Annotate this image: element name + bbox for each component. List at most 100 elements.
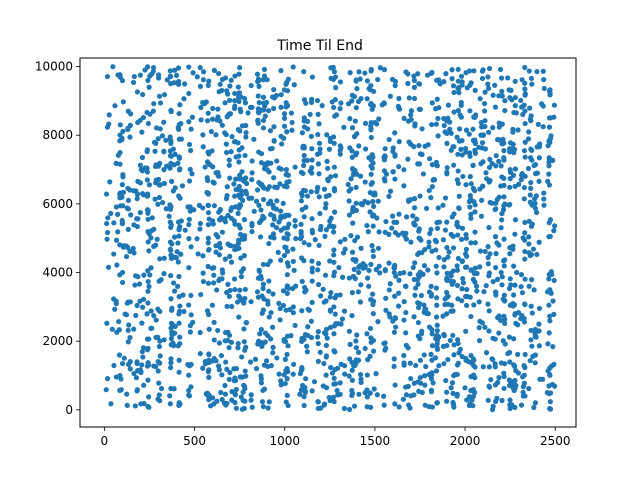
data-point [224, 366, 230, 372]
data-point [256, 268, 263, 275]
data-point [323, 354, 329, 360]
data-point [328, 364, 334, 371]
data-point [547, 365, 553, 371]
data-point [168, 296, 174, 302]
data-point [124, 402, 130, 408]
data-point [258, 207, 264, 213]
data-point [117, 122, 123, 128]
data-point [181, 308, 187, 315]
data-point [386, 231, 392, 237]
data-point [541, 202, 547, 208]
data-point [146, 283, 152, 290]
data-point [240, 389, 246, 395]
data-point [512, 103, 518, 109]
data-point [196, 202, 202, 208]
data-point [178, 218, 184, 224]
data-point [161, 119, 167, 125]
data-point [186, 393, 193, 399]
data-point [493, 265, 499, 271]
data-point [139, 154, 145, 161]
data-point [522, 248, 528, 255]
data-point [434, 302, 440, 308]
data-point [459, 286, 465, 292]
data-point [132, 403, 138, 409]
data-point [338, 100, 344, 106]
data-point [444, 289, 450, 296]
data-point [227, 253, 233, 259]
data-point [405, 80, 411, 87]
data-point [217, 245, 224, 251]
data-point [364, 394, 370, 400]
data-point [451, 109, 457, 115]
data-point [416, 304, 422, 311]
data-point [548, 133, 554, 139]
data-point [391, 264, 397, 271]
data-point [332, 97, 338, 103]
data-point [142, 165, 148, 171]
data-point [486, 224, 492, 231]
data-point [351, 266, 357, 273]
data-point [486, 65, 493, 72]
data-point [117, 387, 123, 393]
data-point [186, 302, 192, 308]
data-point [173, 254, 179, 261]
data-point [309, 230, 316, 236]
data-point [521, 319, 528, 325]
data-point [309, 265, 315, 271]
data-point [463, 182, 469, 188]
data-point [273, 206, 279, 212]
data-point [281, 115, 288, 122]
data-point [211, 337, 217, 343]
data-point [169, 178, 175, 184]
data-point [391, 329, 398, 335]
data-point [237, 287, 243, 293]
data-point [534, 251, 540, 258]
data-point [507, 184, 513, 190]
data-point [266, 240, 272, 247]
data-point [342, 246, 348, 252]
data-point [119, 279, 126, 286]
data-point [454, 371, 460, 378]
data-point [115, 229, 121, 235]
data-point [194, 74, 200, 80]
data-point [134, 302, 140, 309]
data-point [455, 340, 461, 347]
data-point [476, 299, 482, 305]
data-point [352, 133, 358, 140]
data-point [506, 202, 512, 208]
data-point [226, 157, 232, 163]
data-point [104, 229, 111, 236]
data-point [396, 404, 402, 410]
data-point [357, 173, 364, 179]
data-point [298, 221, 304, 227]
data-point [408, 239, 414, 245]
data-point [150, 64, 157, 71]
data-point [377, 65, 383, 71]
data-point [467, 174, 473, 180]
data-point [526, 234, 532, 240]
data-point [455, 180, 461, 187]
data-point [177, 303, 183, 309]
data-point [168, 160, 174, 167]
data-point [435, 205, 441, 211]
data-point [456, 193, 462, 199]
data-point [224, 88, 230, 94]
data-point [502, 341, 508, 347]
data-point [301, 394, 307, 400]
data-point [368, 66, 374, 73]
data-point [140, 114, 147, 121]
data-point [298, 198, 305, 204]
data-point [164, 77, 170, 83]
data-point [442, 301, 448, 308]
y-tick-label: 2000 [42, 334, 73, 348]
data-point [236, 192, 242, 198]
data-point [217, 206, 223, 213]
data-point [444, 171, 450, 177]
data-point [269, 145, 275, 152]
data-point [352, 276, 358, 282]
data-point [322, 272, 329, 278]
data-point [311, 379, 318, 385]
data-point [472, 279, 478, 285]
data-point [301, 69, 307, 75]
data-point [396, 163, 402, 170]
